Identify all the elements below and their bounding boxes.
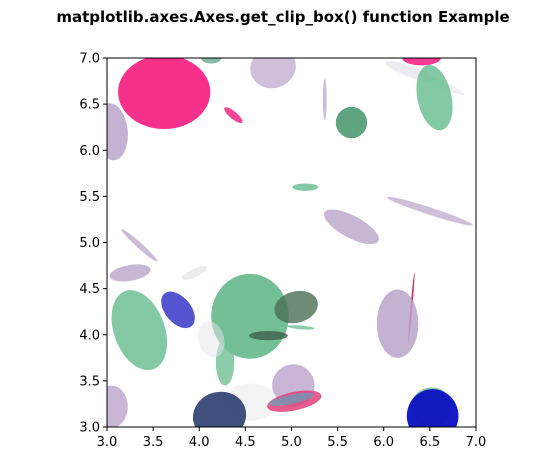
ellipse-6 xyxy=(335,106,368,139)
x-tick-label-4: 5.0 xyxy=(281,435,302,450)
ellipse-27 xyxy=(107,385,128,427)
ellipse-12 xyxy=(386,196,473,226)
ellipse-24 xyxy=(249,331,288,341)
y-tick-label-8: 7.0 xyxy=(79,52,100,67)
ellipse-31 xyxy=(268,392,315,406)
x-tick-label-6: 6.0 xyxy=(373,435,394,450)
ellipse-3 xyxy=(201,58,222,64)
y-tick-label-6: 6.0 xyxy=(79,144,100,159)
ellipse-19 xyxy=(161,291,195,329)
ellipse-4 xyxy=(250,58,296,89)
ellipse-2 xyxy=(224,107,243,124)
ellipse-14 xyxy=(121,229,158,262)
y-tick-label-4: 5.0 xyxy=(79,236,100,251)
chart-title: matplotlib.axes.Axes.get_clip_box() func… xyxy=(56,8,509,26)
ellipse-22 xyxy=(197,321,225,358)
y-tick-label-1: 3.5 xyxy=(79,374,100,389)
ellipse-10 xyxy=(416,64,453,131)
ellipse-1 xyxy=(107,103,128,161)
x-tick-label-3: 4.5 xyxy=(235,435,256,450)
ellipses-layer xyxy=(107,58,473,427)
y-tick-label-5: 5.5 xyxy=(79,190,100,205)
x-tick-label-7: 6.5 xyxy=(420,435,441,450)
y-tick-label-2: 4.0 xyxy=(79,328,100,343)
ellipse-25 xyxy=(286,325,315,330)
ellipse-26 xyxy=(376,289,419,358)
x-axis: 3.0 3.5 4.0 4.5 5.0 5.5 6.0 6.5 7.0 xyxy=(97,427,487,450)
ellipse-0 xyxy=(118,58,211,130)
ellipse-15 xyxy=(109,264,151,282)
ellipse-7 xyxy=(402,58,441,66)
ellipse-32 xyxy=(192,391,247,427)
x-tick-label-8: 7.0 xyxy=(466,435,487,450)
ellipse-34 xyxy=(406,389,459,427)
x-tick-label-5: 5.5 xyxy=(327,435,348,450)
x-tick-label-2: 4.0 xyxy=(189,435,210,450)
x-tick-label-1: 3.5 xyxy=(143,435,164,450)
y-axis: 3.0 3.5 4.0 4.5 5.0 5.5 6.0 6.5 7.0 xyxy=(79,52,107,436)
ellipse-18 xyxy=(111,290,168,371)
ellipse-13 xyxy=(324,209,379,245)
ellipse-5 xyxy=(322,78,327,121)
y-tick-label-7: 6.5 xyxy=(79,98,100,113)
y-tick-label-0: 3.0 xyxy=(79,421,100,436)
x-tick-label-0: 3.0 xyxy=(97,435,118,450)
ellipse-16 xyxy=(181,265,208,280)
ellipse-23 xyxy=(274,290,318,324)
ellipse-11 xyxy=(292,183,319,191)
y-tick-label-3: 4.5 xyxy=(79,282,100,297)
